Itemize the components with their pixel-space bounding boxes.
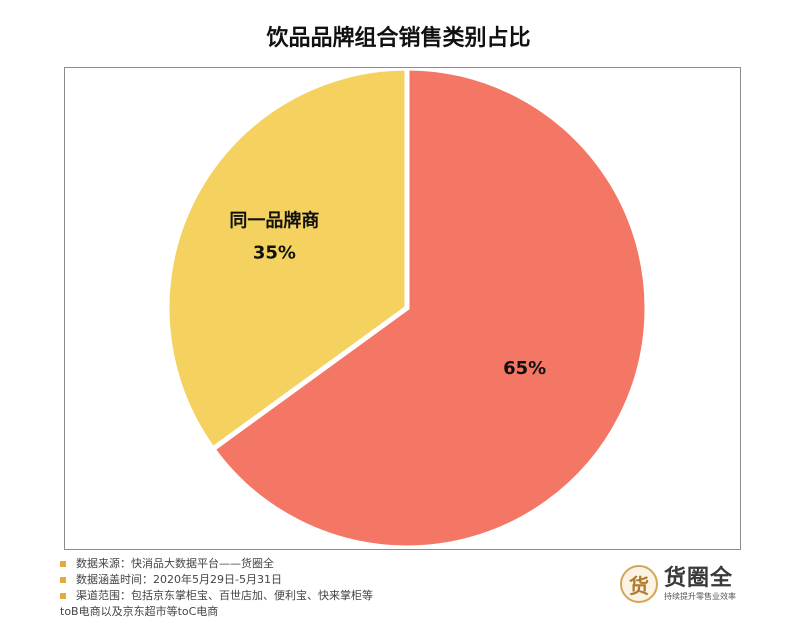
brand-logo: 货 货圈全 持续提升零售业效率: [620, 561, 750, 607]
footnotes: 数据来源：快消品大数据平台——货圈全 数据涵盖时间：2020年5月29日-5月3…: [60, 556, 530, 620]
pie-chart: 同一品牌商 35% 65%: [164, 68, 650, 549]
brand-logo-icon: 货: [620, 565, 658, 603]
brand-slogan: 持续提升零售业效率: [664, 591, 736, 601]
brand-logo-text: 货圈全 持续提升零售业效率: [664, 565, 736, 602]
chart-frame: 同一品牌商 35% 65%: [64, 67, 741, 550]
bullet-icon: [60, 593, 66, 599]
slice-value-label: 35%: [253, 242, 296, 263]
slice-name-label: 同一品牌商: [229, 209, 319, 231]
note-period: 数据涵盖时间：2020年5月29日-5月31日: [60, 572, 530, 588]
note-source-text: 数据来源：快消品大数据平台——货圈全: [76, 557, 274, 570]
note-channels: 渠道范围：包括京东掌柜宝、百世店加、便利宝、快来掌柜等: [60, 588, 530, 604]
note-channels-continued: toB电商以及京东超市等toC电商: [60, 605, 219, 618]
slice-value-label: 65%: [503, 358, 546, 379]
brand-name: 货圈全: [664, 565, 734, 591]
bullet-icon: [60, 577, 66, 583]
bullet-icon: [60, 561, 66, 567]
note-channels-text: 渠道范围：包括京东掌柜宝、百世店加、便利宝、快来掌柜等: [76, 589, 373, 602]
pie-slice-2: [209, 68, 650, 549]
pie-slice-1: [164, 68, 410, 453]
note-source: 数据来源：快消品大数据平台——货圈全: [60, 556, 530, 572]
chart-title: 饮品品牌组合销售类别占比: [266, 26, 531, 51]
note-period-text: 数据涵盖时间：2020年5月29日-5月31日: [76, 573, 282, 586]
